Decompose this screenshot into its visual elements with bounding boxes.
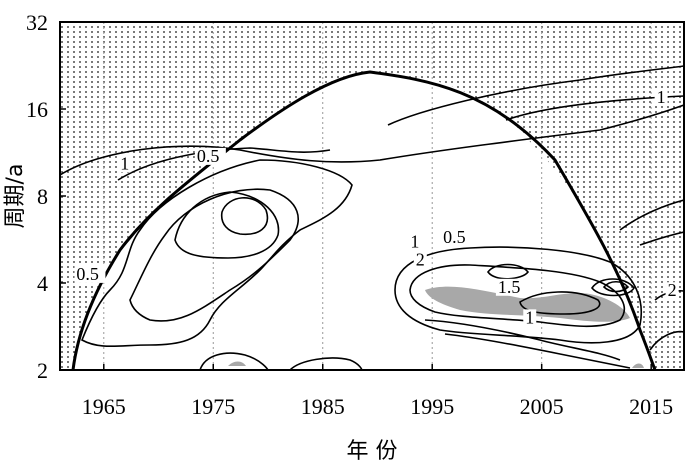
y-tick-label-8: 8 xyxy=(37,184,48,209)
contour-label-bg-3 xyxy=(654,88,668,106)
contour-label-1: 1 xyxy=(120,153,129,173)
contour-bottom-1975 xyxy=(199,352,269,370)
contour-1995-outer xyxy=(394,246,642,344)
contour-label-bg-7 xyxy=(495,278,527,296)
contour-bottom-wave-2 xyxy=(444,333,631,369)
contour-label-6: 2 xyxy=(416,249,425,269)
x-tick-label-1995: 1995 xyxy=(410,394,454,419)
x-axis: 1965 1975 1985 1995 2005 2015 xyxy=(82,364,673,419)
contour-2002-small xyxy=(487,263,530,280)
y-tick-label-16: 16 xyxy=(26,97,48,122)
contour-bottom-1985 xyxy=(289,357,363,370)
contour-2013-small-2 xyxy=(602,280,630,293)
contour-label-bg-0 xyxy=(194,147,226,165)
x-tick-label-1965: 1965 xyxy=(82,394,126,419)
contour-right-mid-2 xyxy=(639,231,684,246)
contour-right-mid xyxy=(619,199,684,231)
x-axis-title: 年 份 xyxy=(347,439,398,464)
cone-of-influence xyxy=(71,70,657,370)
contour-inner-1975 xyxy=(174,191,280,259)
shaded-region-small-2017 xyxy=(632,363,644,368)
contour-label-bg-9 xyxy=(665,282,679,300)
contour-lines xyxy=(60,65,684,370)
contour-label-2: 0.5 xyxy=(76,264,99,284)
contour-band-top xyxy=(60,104,684,176)
contour-label-3: 1 xyxy=(657,87,666,107)
shaded-region-small-1976 xyxy=(228,361,246,366)
x-tick-label-1985: 1985 xyxy=(301,394,345,419)
y-axis: 2 4 8 16 32 xyxy=(26,10,66,383)
contour-label-5: 0.5 xyxy=(443,227,466,247)
contour-label-9: 2 xyxy=(668,280,677,300)
contour-bottom-wave-1 xyxy=(424,319,621,361)
y-axis-title: 周期/a xyxy=(3,164,28,229)
contour-label-7: 1.5 xyxy=(498,277,521,297)
y-tick-label-2: 2 xyxy=(37,358,48,383)
contour-labels: 0.510.511 0.521.512 xyxy=(74,87,679,327)
contour-label-8: 1 xyxy=(525,307,534,327)
contour-2013-small xyxy=(591,278,635,297)
x-tick-label-2005: 2005 xyxy=(520,394,564,419)
contour-right-upper xyxy=(387,65,684,126)
y-tick-label-32: 32 xyxy=(26,10,48,35)
contour-label-bg-1 xyxy=(118,155,132,173)
x-tick-label-1975: 1975 xyxy=(191,394,235,419)
contour-large-left xyxy=(80,159,353,348)
contour-label-bg-6 xyxy=(413,251,427,269)
y-tick-label-4: 4 xyxy=(37,271,48,296)
contour-label-bg-5 xyxy=(441,229,473,247)
x-tick-label-2015: 2015 xyxy=(629,394,673,419)
contour-mid-left xyxy=(129,188,299,322)
contour-label-bg-2 xyxy=(74,265,106,283)
plot-area: 0.510.511 0.521.512 xyxy=(60,22,684,370)
contour-right-edge xyxy=(649,330,684,351)
contour-label-bg-4 xyxy=(408,233,422,251)
contour-1995-mid xyxy=(409,264,625,328)
contour-label-4: 1 xyxy=(410,232,419,252)
contour-label-bg-8 xyxy=(523,309,537,327)
contour-label-0: 0.5 xyxy=(197,146,220,166)
contour-core-1975 xyxy=(220,197,269,236)
contour-band-top-2 xyxy=(117,147,331,181)
